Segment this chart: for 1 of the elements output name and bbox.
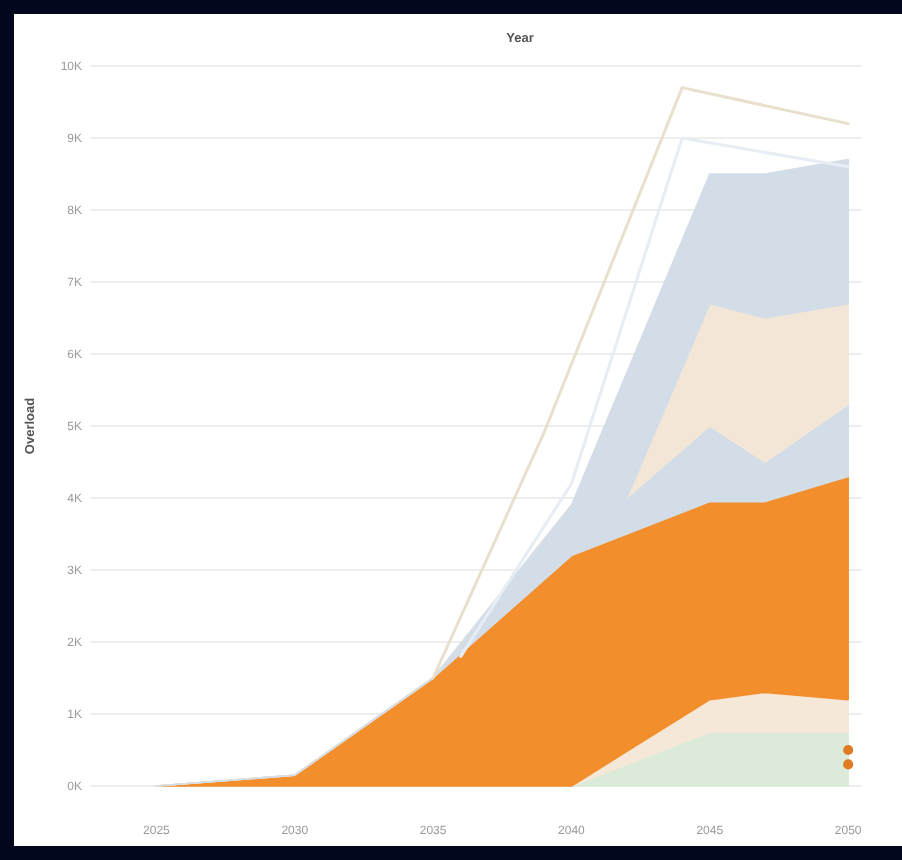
line-series — [431, 86, 850, 680]
